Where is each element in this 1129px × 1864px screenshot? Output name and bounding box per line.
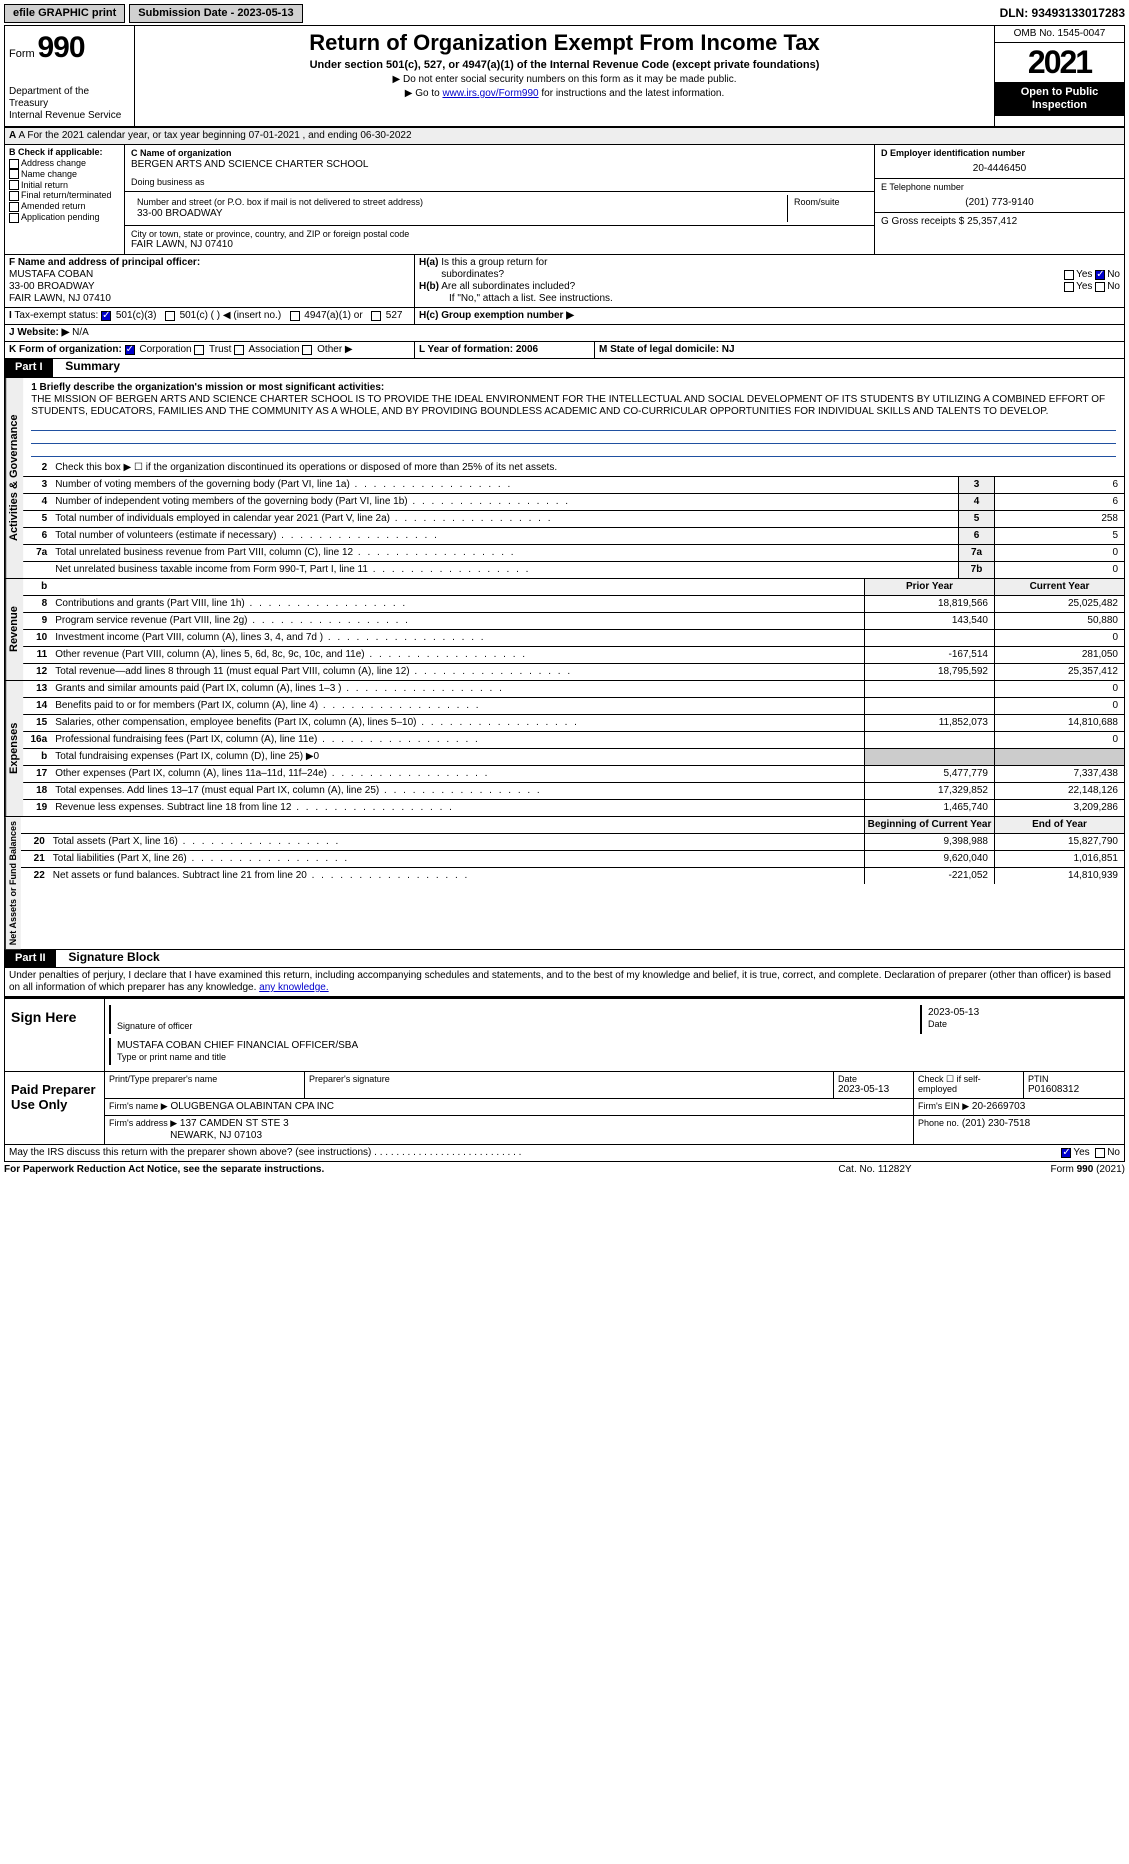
exp-line-17: 17 Other expenses (Part IX, column (A), …: [23, 766, 1124, 783]
net-line-20: 20 Total assets (Part X, line 16) 9,398,…: [21, 834, 1124, 851]
row-ih: I Tax-exempt status: 501(c)(3) 501(c) ( …: [4, 308, 1125, 325]
part1-expenses: Expenses 13 Grants and similar amounts p…: [4, 681, 1125, 817]
net-line-21: 21 Total liabilities (Part X, line 26) 9…: [21, 851, 1124, 868]
vert-expenses: Expenses: [5, 681, 23, 816]
exp-line-15: 15 Salaries, other compensation, employe…: [23, 715, 1124, 732]
exp-line-19: 19 Revenue less expenses. Subtract line …: [23, 800, 1124, 816]
vert-revenue: Revenue: [5, 579, 23, 680]
line-6: 6 Total number of volunteers (estimate i…: [23, 528, 1124, 545]
bullet-1: ▶ Do not enter social security numbers o…: [143, 74, 986, 86]
part1-netassets: Net Assets or Fund Balances Beginning of…: [4, 817, 1125, 950]
signature-block: Sign Here Signature of officer 2023-05-1…: [4, 997, 1125, 1145]
col-d: D Employer identification number 20-4446…: [874, 145, 1124, 254]
omb-number: OMB No. 1545-0047: [995, 26, 1124, 43]
paid-preparer-label: Paid Preparer Use Only: [5, 1072, 105, 1145]
line-7a: 7a Total unrelated business revenue from…: [23, 545, 1124, 562]
top-bar: efile GRAPHIC print Submission Date - 20…: [4, 4, 1125, 23]
row-klm: K Form of organization: Corporation Trus…: [4, 342, 1125, 359]
row-j: J Website: ▶ N/A: [4, 325, 1125, 342]
vert-net: Net Assets or Fund Balances: [5, 817, 21, 949]
open-inspection: Open to Public Inspection: [995, 82, 1124, 116]
efile-btn[interactable]: efile GRAPHIC print: [4, 4, 125, 23]
form-header: Form 990 Department of the TreasuryInter…: [4, 25, 1125, 128]
form-title: Return of Organization Exempt From Incom…: [143, 30, 986, 56]
main-info: B Check if applicable: Address change Na…: [4, 145, 1125, 255]
exp-line-13: 13 Grants and similar amounts paid (Part…: [23, 681, 1124, 698]
row-a: A A For the 2021 calendar year, or tax y…: [4, 128, 1125, 145]
row-fh: F Name and address of principal officer:…: [4, 255, 1125, 308]
sign-here-label: Sign Here: [5, 999, 105, 1071]
dln: DLN: 93493133017283: [1000, 6, 1125, 20]
declaration: Under penalties of perjury, I declare th…: [4, 968, 1125, 997]
rev-line-8: 8 Contributions and grants (Part VIII, l…: [23, 596, 1124, 613]
line-7b: Net unrelated business taxable income fr…: [23, 562, 1124, 578]
exp-line-16a: 16a Professional fundraising fees (Part …: [23, 732, 1124, 749]
line-3: 3 Number of voting members of the govern…: [23, 477, 1124, 494]
footer: For Paperwork Reduction Act Notice, see …: [4, 1164, 1125, 1176]
col-b: B Check if applicable: Address change Na…: [5, 145, 125, 254]
mission-text: THE MISSION OF BERGEN ARTS AND SCIENCE C…: [31, 394, 1116, 418]
form-number: 990: [37, 31, 84, 64]
rev-line-11: 11 Other revenue (Part VIII, column (A),…: [23, 647, 1124, 664]
irs-link[interactable]: www.irs.gov/Form990: [442, 88, 538, 99]
part1-title: Summary: [55, 359, 120, 373]
net-line-22: 22 Net assets or fund balances. Subtract…: [21, 868, 1124, 884]
vert-governance: Activities & Governance: [5, 378, 23, 578]
form-label: Form: [9, 48, 35, 60]
submission-btn[interactable]: Submission Date - 2023-05-13: [129, 4, 302, 23]
part2-hdr: Part II: [5, 950, 56, 967]
part1-revenue: Revenue b Prior Year Current Year 8 Cont…: [4, 579, 1125, 681]
discuss-row: May the IRS discuss this return with the…: [4, 1145, 1125, 1162]
tax-year: 2021: [995, 43, 1124, 81]
exp-line-18: 18 Total expenses. Add lines 13–17 (must…: [23, 783, 1124, 800]
form-subtitle: Under section 501(c), 527, or 4947(a)(1)…: [143, 59, 986, 72]
part1-governance: Activities & Governance 1 Briefly descri…: [4, 378, 1125, 579]
rev-line-10: 10 Investment income (Part VIII, column …: [23, 630, 1124, 647]
bullet-2: ▶ Go to www.irs.gov/Form990 for instruct…: [143, 88, 986, 100]
rev-line-12: 12 Total revenue—add lines 8 through 11 …: [23, 664, 1124, 680]
knowledge-link[interactable]: any knowledge.: [259, 982, 329, 993]
dept-label: Department of the TreasuryInternal Reven…: [9, 86, 130, 122]
line-4: 4 Number of independent voting members o…: [23, 494, 1124, 511]
exp-line-b: b Total fundraising expenses (Part IX, c…: [23, 749, 1124, 766]
col-c: C Name of organization BERGEN ARTS AND S…: [125, 145, 874, 254]
part2-title: Signature Block: [58, 950, 159, 964]
line-5: 5 Total number of individuals employed i…: [23, 511, 1124, 528]
exp-line-14: 14 Benefits paid to or for members (Part…: [23, 698, 1124, 715]
part1-hdr: Part I: [5, 359, 53, 376]
rev-line-9: 9 Program service revenue (Part VIII, li…: [23, 613, 1124, 630]
